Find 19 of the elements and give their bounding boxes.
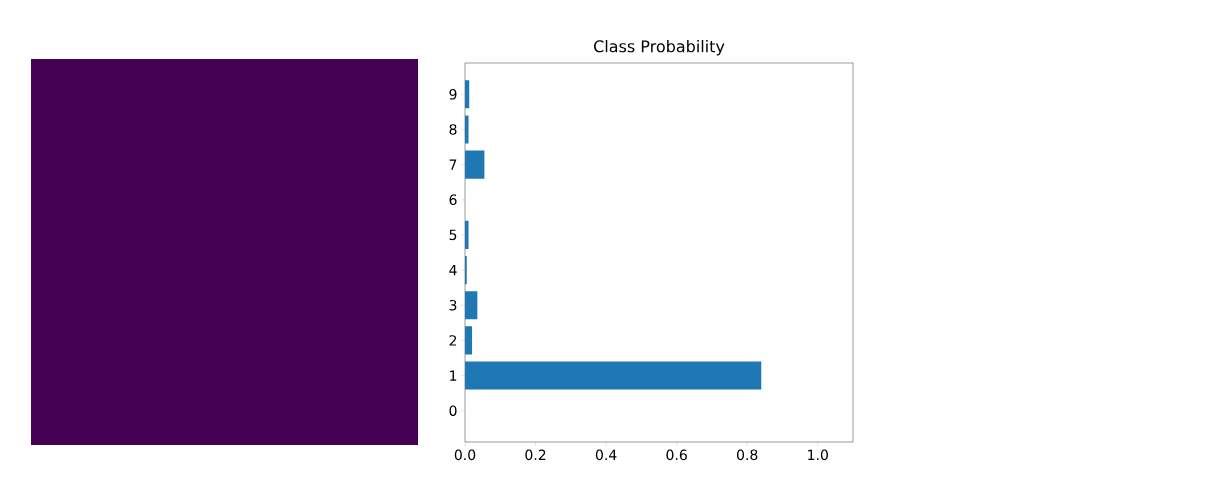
y-tick-label: 0 [449,405,457,417]
y-tick-label: 3 [449,299,457,311]
y-tick-label: 2 [449,335,457,346]
x-tick-label: 0.0 [454,449,476,461]
x-tick-label: 1.0 [808,449,828,461]
y-tick-label: 8 [449,124,457,135]
y-tick-label: 5 [449,229,457,241]
bar [465,361,762,390]
y-tick-label: 6 [449,194,457,206]
y-tick-label: 4 [449,264,457,276]
y-tick-label: 9 [449,88,457,100]
bar [465,150,485,179]
x-tick-label: 0.2 [525,449,546,461]
x-tick-label: 0.4 [595,449,617,461]
chart-title: Class Probability [594,39,725,56]
y-tick-label: 1 [450,370,457,381]
x-tick-label: 0.6 [666,449,687,461]
y-tick-label: 7 [449,159,457,170]
x-tick-label: 0.8 [736,449,758,461]
